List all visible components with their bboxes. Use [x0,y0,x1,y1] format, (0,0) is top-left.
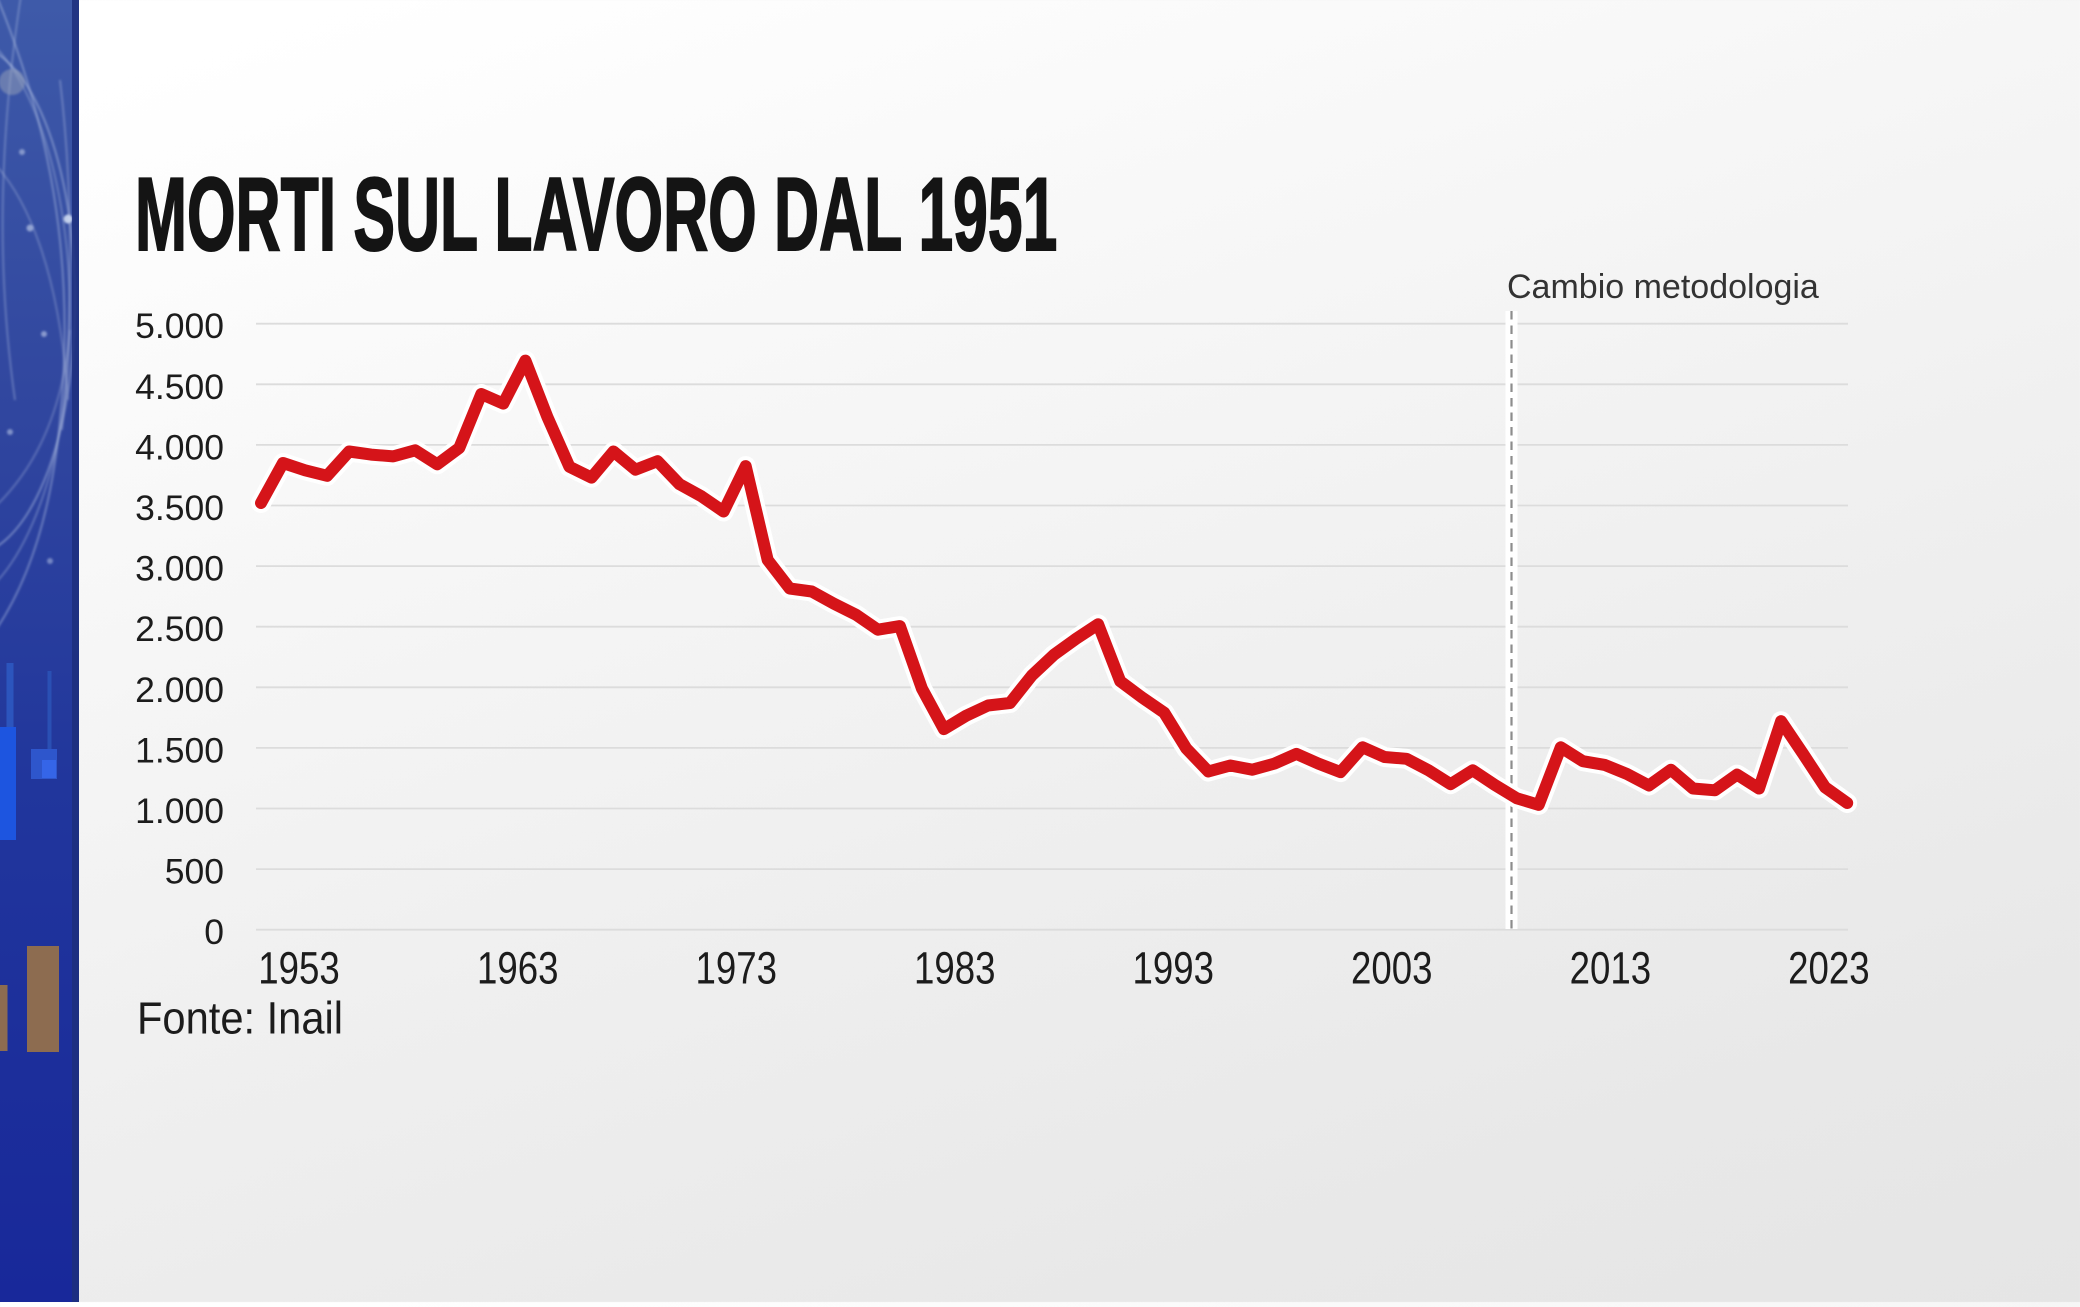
svg-text:2.500: 2.500 [135,609,224,649]
svg-text:5.000: 5.000 [135,306,224,346]
svg-text:1.000: 1.000 [135,791,224,831]
svg-text:1993: 1993 [1133,943,1215,994]
svg-text:2.000: 2.000 [135,670,224,710]
svg-text:3.500: 3.500 [135,488,224,528]
svg-text:4.000: 4.000 [135,427,224,467]
svg-text:1973: 1973 [695,943,777,994]
svg-text:1963: 1963 [477,943,559,994]
svg-text:4.500: 4.500 [135,367,224,407]
svg-text:2003: 2003 [1351,943,1433,994]
svg-text:Fonte: Inail: Fonte: Inail [137,993,343,1044]
svg-text:1.500: 1.500 [135,730,224,770]
svg-text:3.000: 3.000 [135,549,224,589]
svg-text:500: 500 [165,852,224,892]
svg-text:Cambio metodologia: Cambio metodologia [1507,268,1819,306]
svg-text:2013: 2013 [1570,943,1652,994]
svg-text:1953: 1953 [258,943,340,994]
svg-text:2023: 2023 [1788,943,1870,994]
svg-text:1983: 1983 [914,943,996,994]
svg-text:0: 0 [204,912,224,952]
